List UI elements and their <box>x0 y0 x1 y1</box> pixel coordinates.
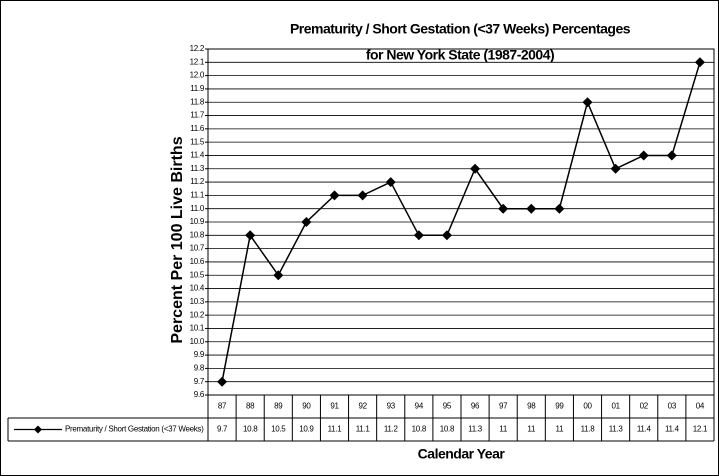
table-value: 11.3 <box>609 425 624 434</box>
y-tick-label: 10.1 <box>190 324 205 333</box>
x-tick-label: 96 <box>471 402 480 411</box>
y-tick-label: 11.5 <box>190 137 205 146</box>
point-marker <box>329 190 340 201</box>
x-tick-label: 04 <box>696 402 705 411</box>
point-marker <box>666 150 677 161</box>
y-tick-label: 9.9 <box>194 350 205 359</box>
point-marker <box>610 163 621 174</box>
legend-marker <box>34 425 42 434</box>
y-tick-label: 11.7 <box>190 111 205 120</box>
x-tick-label: 91 <box>330 402 339 411</box>
y-tick-label: 9.8 <box>194 363 205 372</box>
table-value: 11 <box>527 425 536 434</box>
table-value: 10.8 <box>440 425 455 434</box>
y-tick-label: 11.1 <box>190 190 205 199</box>
y-tick-label: 10.6 <box>190 257 205 266</box>
y-axis-label: Percent Per 100 Live Births <box>169 136 186 343</box>
point-marker <box>441 230 452 241</box>
table-value: 11 <box>556 425 565 434</box>
y-tick-label: 12.2 <box>190 44 205 53</box>
y-tick-label: 11.4 <box>190 151 205 160</box>
x-tick-label: 03 <box>668 402 677 411</box>
table-value: 11.3 <box>468 425 483 434</box>
y-tick-label: 11.0 <box>190 204 205 213</box>
x-tick-label: 88 <box>246 402 255 411</box>
y-tick-label: 12.1 <box>190 57 205 66</box>
y-tick-label: 9.7 <box>194 377 205 386</box>
table-value: 11.4 <box>665 425 680 434</box>
point-marker <box>385 177 396 188</box>
point-marker <box>357 190 368 201</box>
x-axis-label: Calendar Year <box>418 446 506 462</box>
table-value: 11.4 <box>637 425 652 434</box>
table-value: 10.5 <box>271 425 286 434</box>
y-tick-label: 11.3 <box>190 164 205 173</box>
x-tick-label: 99 <box>555 402 564 411</box>
table-value: 10.9 <box>299 425 314 434</box>
point-marker <box>554 203 565 214</box>
table-value: 12.1 <box>693 425 708 434</box>
point-marker <box>526 203 537 214</box>
x-tick-label: 97 <box>499 402 508 411</box>
point-marker <box>638 150 649 161</box>
y-tick-label: 10.8 <box>190 230 205 239</box>
y-tick-label: 12.0 <box>190 71 205 80</box>
y-tick-label: 10.9 <box>190 217 205 226</box>
table-value: 11.1 <box>356 425 371 434</box>
line-series <box>221 62 701 382</box>
y-tick-label: 10.4 <box>190 284 205 293</box>
point-marker <box>413 230 424 241</box>
x-tick-label: 92 <box>358 402 367 411</box>
y-tick-label: 11.8 <box>190 97 205 106</box>
chart-subtitle: for New York State (1987-2004) <box>366 47 554 63</box>
x-tick-label: 87 <box>218 402 227 411</box>
y-tick-label: 10.3 <box>190 297 205 306</box>
x-tick-label: 90 <box>302 402 311 411</box>
x-tick-label: 02 <box>640 402 649 411</box>
x-tick-label: 98 <box>527 402 536 411</box>
point-marker <box>582 97 593 108</box>
point-marker <box>694 57 705 68</box>
x-tick-label: 93 <box>387 402 396 411</box>
x-tick-label: 94 <box>415 402 424 411</box>
point-marker <box>470 163 481 174</box>
y-tick-label: 11.6 <box>190 124 205 133</box>
table-value: 11.1 <box>328 425 343 434</box>
point-marker <box>245 230 256 241</box>
chart-title: Prematurity / Short Gestation (<37 Weeks… <box>290 21 631 37</box>
table-value: 11.8 <box>581 425 596 434</box>
point-marker <box>301 217 312 227</box>
x-tick-label: 89 <box>274 402 283 411</box>
table-value: 10.8 <box>412 425 427 434</box>
legend-label: Prematurity / Short Gestation (<37 Weeks… <box>65 425 204 434</box>
x-tick-label: 01 <box>611 402 620 411</box>
point-marker <box>273 270 284 281</box>
y-tick-label: 11.2 <box>190 177 205 186</box>
x-tick-label: 95 <box>443 402 452 411</box>
y-tick-label: 9.6 <box>194 390 205 399</box>
y-tick-label: 10.7 <box>190 244 205 253</box>
table-value: 11 <box>499 425 508 434</box>
x-tick-label: 00 <box>583 402 592 411</box>
y-tick-label: 10.5 <box>190 270 205 279</box>
point-marker <box>498 203 509 214</box>
table-value: 9.7 <box>217 425 228 434</box>
table-value: 11.2 <box>384 425 399 434</box>
y-tick-label: 10.0 <box>190 337 205 346</box>
y-tick-label: 11.9 <box>190 84 205 93</box>
table-value: 10.8 <box>243 425 258 434</box>
y-tick-label: 10.2 <box>190 310 205 319</box>
point-marker <box>217 376 228 387</box>
